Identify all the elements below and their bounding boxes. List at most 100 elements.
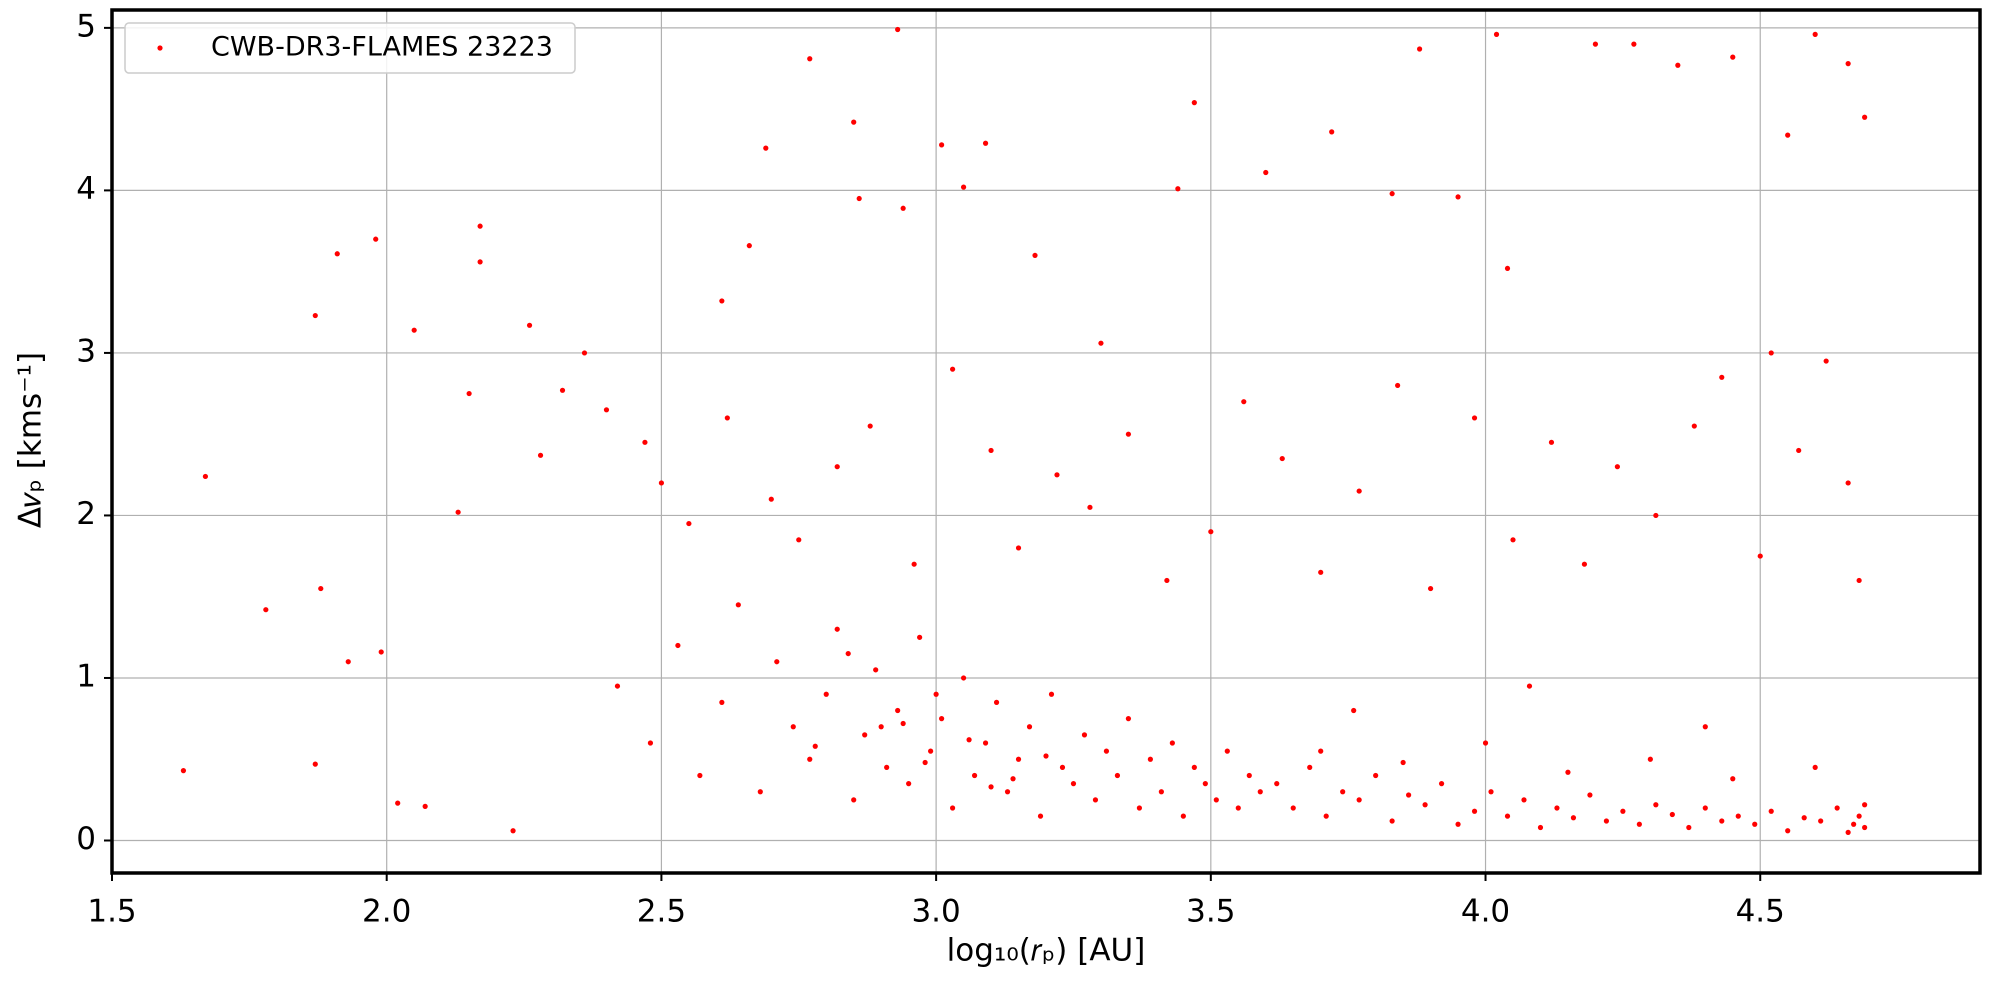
point	[1554, 805, 1560, 811]
point	[928, 748, 934, 754]
point	[1631, 41, 1637, 47]
point	[1032, 252, 1038, 259]
point	[686, 520, 692, 527]
point	[1164, 577, 1170, 584]
point	[988, 447, 994, 454]
point	[1669, 811, 1675, 818]
point	[768, 496, 774, 502]
point	[1191, 764, 1197, 770]
point	[1504, 265, 1511, 272]
point	[1686, 824, 1692, 831]
point	[774, 659, 780, 665]
point	[1471, 415, 1478, 421]
point	[318, 585, 324, 592]
point	[642, 439, 648, 445]
point	[1801, 815, 1807, 821]
y-tick-label: 3	[76, 333, 96, 369]
y-tick-label: 2	[76, 496, 96, 532]
point	[1241, 399, 1247, 405]
point	[1851, 821, 1857, 827]
point	[378, 649, 384, 655]
point	[1862, 114, 1868, 120]
point	[960, 184, 967, 190]
point	[950, 805, 956, 811]
point	[1318, 569, 1324, 575]
point	[851, 119, 857, 125]
point	[1812, 764, 1818, 770]
point	[1862, 802, 1868, 808]
point	[1812, 31, 1818, 37]
x-tick-label: 3.0	[911, 894, 960, 930]
point	[1730, 776, 1736, 782]
point	[1125, 431, 1132, 437]
point	[1537, 824, 1544, 831]
point	[1026, 724, 1033, 730]
point	[1087, 504, 1093, 510]
point	[1092, 797, 1099, 803]
point	[345, 659, 351, 665]
point	[1373, 772, 1379, 779]
point	[856, 195, 862, 202]
point	[1010, 776, 1016, 782]
points	[180, 26, 1868, 835]
plot-frame	[110, 8, 1982, 875]
point	[1180, 813, 1186, 819]
point	[735, 602, 741, 608]
point	[263, 607, 269, 613]
point	[834, 464, 840, 470]
point	[1208, 529, 1214, 535]
point	[1070, 781, 1077, 787]
point	[719, 298, 725, 304]
point	[790, 724, 796, 730]
point	[1356, 488, 1362, 494]
point	[1603, 818, 1609, 824]
point	[823, 691, 829, 697]
point	[1691, 423, 1697, 429]
point	[1043, 753, 1049, 759]
point	[873, 667, 879, 673]
x-tick-label: 4.0	[1461, 894, 1510, 930]
point	[1471, 808, 1478, 814]
x-axis-label: log₁₀(𝑟ₚ) [AU]	[947, 933, 1146, 969]
axes: 1.5 2.0 2.5 3.0 3.5 4.0 4.5 0 1 2 3 4 5 CWB-DR3-FLAME…	[76, 8, 1982, 930]
point	[1307, 764, 1313, 770]
point	[834, 626, 840, 632]
point	[1059, 764, 1066, 770]
point	[1427, 585, 1434, 592]
point	[312, 761, 318, 767]
point	[796, 537, 802, 543]
legend-marker	[157, 45, 163, 51]
point	[812, 743, 818, 749]
point	[1202, 781, 1208, 787]
point	[202, 473, 208, 480]
point	[763, 145, 769, 151]
point	[1147, 756, 1153, 762]
x-tick-label: 1.5	[87, 894, 136, 930]
point	[1191, 100, 1197, 106]
point	[1438, 781, 1445, 787]
legend: CWB-DR3-FLAMES 23223	[124, 22, 576, 74]
point	[1488, 789, 1494, 795]
point	[1015, 756, 1022, 762]
point	[1702, 805, 1708, 811]
point	[1235, 805, 1241, 811]
point	[1169, 740, 1175, 746]
point	[1719, 818, 1725, 824]
point	[603, 407, 610, 413]
point	[906, 781, 912, 787]
point	[1213, 797, 1219, 803]
point	[757, 789, 763, 795]
point	[1015, 545, 1022, 551]
point	[1455, 194, 1461, 200]
point	[1158, 789, 1164, 795]
point	[895, 707, 901, 714]
point	[851, 797, 857, 803]
point	[807, 56, 813, 62]
point	[1054, 472, 1060, 478]
point	[1565, 769, 1571, 775]
point	[746, 243, 752, 249]
point	[1834, 805, 1840, 811]
point	[1422, 802, 1428, 808]
legend-label: CWB-DR3-FLAMES 23223	[211, 32, 553, 63]
